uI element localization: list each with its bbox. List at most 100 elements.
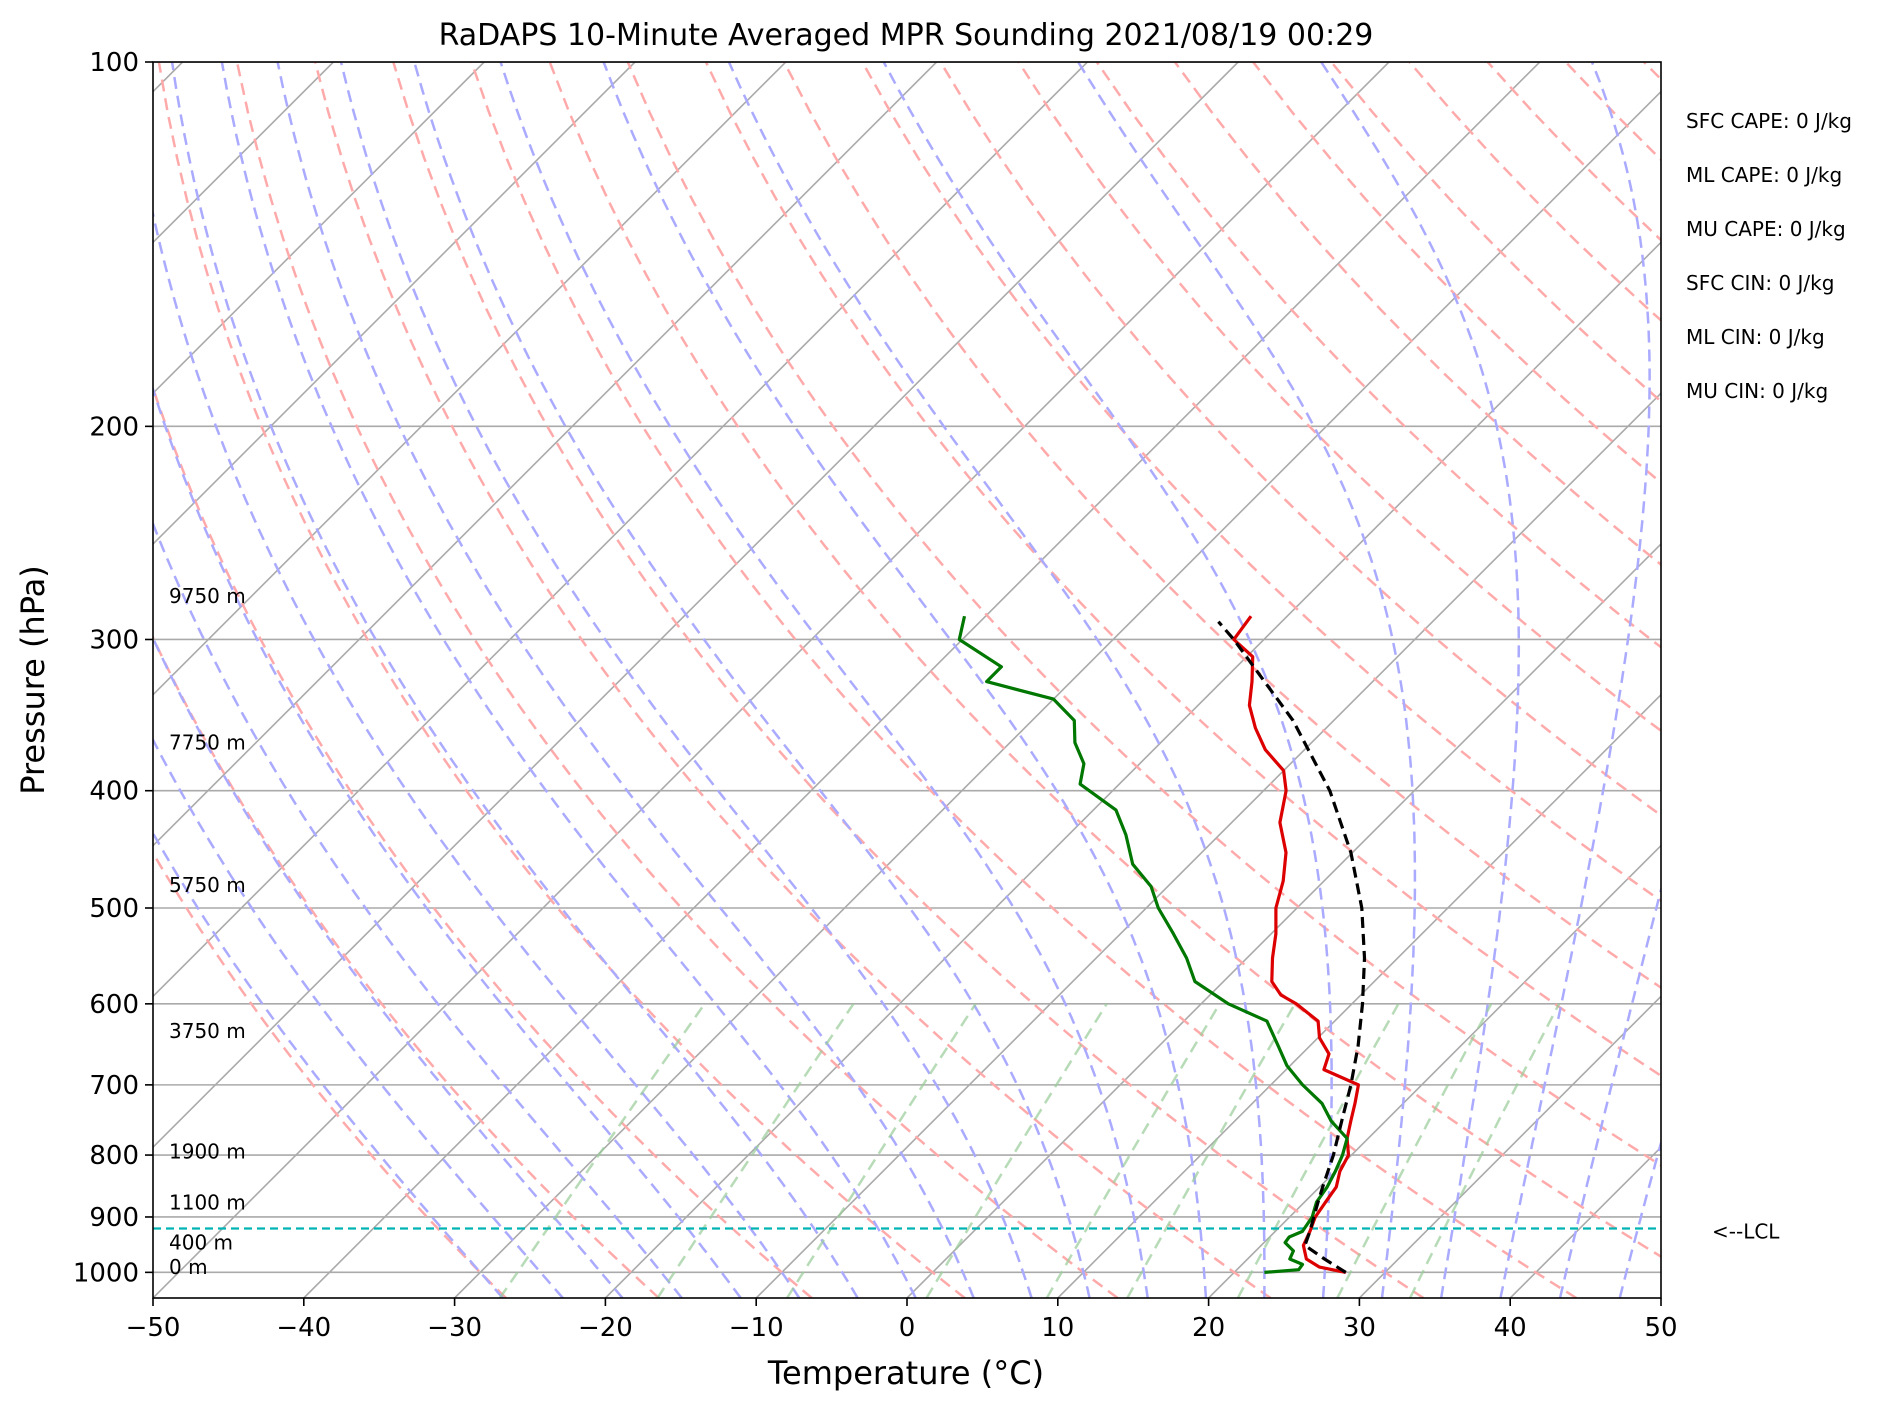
moist-adiabat xyxy=(153,520,683,1298)
isotherm-gridline xyxy=(604,241,1661,1298)
x-tick-label: 40 xyxy=(1494,1313,1527,1343)
x-tick-label: −30 xyxy=(427,1313,482,1343)
isotherm-gridline xyxy=(153,62,1390,1298)
y-tick-label: 300 xyxy=(89,625,139,655)
y-tick-label: 400 xyxy=(89,777,139,807)
x-tick-label: −50 xyxy=(126,1313,181,1343)
moist-adiabat xyxy=(727,62,1266,1298)
isotherm-gridline xyxy=(1358,995,1661,1298)
moist-adiabat xyxy=(413,62,1091,1298)
y-tick-label: 800 xyxy=(89,1141,139,1171)
profile-line-3 xyxy=(1217,620,1367,1274)
height-label: 3750 m xyxy=(169,1019,246,1043)
moist-adiabat xyxy=(170,62,859,1298)
moist-adiabat xyxy=(153,208,801,1298)
x-tick-label: −40 xyxy=(276,1313,331,1343)
chart-title: RaDAPS 10-Minute Averaged MPR Sounding 2… xyxy=(439,18,1374,53)
moist-adiabat xyxy=(153,385,742,1298)
mixing-ratio-line xyxy=(498,1003,706,1298)
mixing-ratio-line xyxy=(1045,1003,1221,1298)
isotherm-gridline xyxy=(153,62,636,546)
mixing-ratio-line xyxy=(1408,1003,1561,1298)
lcl-annotation: <--LCL xyxy=(1712,1220,1780,1244)
series-layer xyxy=(957,615,1367,1274)
dry-adiabat xyxy=(1095,62,1661,649)
x-axis-label: Temperature (°C) xyxy=(767,1354,1044,1392)
moist-adiabat xyxy=(882,62,1333,1298)
height-label: 7750 m xyxy=(169,731,246,755)
y-tick-label: 500 xyxy=(89,894,139,924)
moist-adiabat xyxy=(499,62,1149,1298)
mixing-ratio-line xyxy=(1126,1003,1297,1298)
y-tick-label: 600 xyxy=(89,990,139,1020)
dry-adiabat xyxy=(470,62,1578,1298)
height-label: 400 m xyxy=(169,1230,233,1254)
dry-adiabat xyxy=(157,62,966,1298)
mixing-ratio-line xyxy=(1336,1003,1493,1298)
dry-adiabat xyxy=(153,850,507,1298)
x-tick-label: 50 xyxy=(1644,1313,1677,1343)
y-tick-label: 900 xyxy=(89,1203,139,1233)
moist-adiabat xyxy=(220,62,917,1298)
height-label: 5750 m xyxy=(169,873,246,897)
moist-adiabat xyxy=(1558,884,1661,1298)
y-tick-label: 1000 xyxy=(73,1258,139,1288)
moist-adiabat xyxy=(153,737,564,1298)
x-tick-label: −10 xyxy=(729,1313,784,1343)
height-labels: 9750 m 7750 m 5750 m 3750 m 1900 m 1100 m 400 … xyxy=(169,584,246,1279)
moist-adiabat xyxy=(1320,62,1521,1298)
stability-index: MU CIN: 0 J/kg xyxy=(1686,379,1828,403)
moist-adiabat xyxy=(153,830,504,1298)
moist-adiabat xyxy=(339,62,1033,1298)
dry-adiabat xyxy=(153,634,660,1298)
mixing-ratio-line xyxy=(785,1003,977,1298)
stability-index: ML CAPE: 0 J/kg xyxy=(1686,163,1842,187)
ticks-layer: −50 −40 −30 −20 −10 0 10 20 30 40 50 100 200 300 400 50… xyxy=(73,48,1678,1343)
height-label: 1100 m xyxy=(169,1190,246,1214)
isotherm-gridline xyxy=(1057,693,1661,1298)
x-tick-label: 0 xyxy=(899,1313,916,1343)
profile-line-2 xyxy=(957,615,1349,1274)
dry-adiabat xyxy=(235,62,1119,1298)
y-tick-label: 700 xyxy=(89,1071,139,1101)
isotherm-gridline xyxy=(153,62,787,696)
y-tick-label: 200 xyxy=(89,412,139,442)
y-tick-label: 100 xyxy=(89,48,139,78)
mixing-ratio-line xyxy=(925,1003,1108,1298)
background-lines xyxy=(153,62,1661,1298)
height-label: 0 m xyxy=(169,1255,208,1279)
x-tick-label: 30 xyxy=(1343,1313,1376,1343)
moist-adiabat xyxy=(602,62,1208,1298)
isotherm-gridline xyxy=(153,62,485,395)
dry-adiabat xyxy=(153,383,813,1298)
dry-adiabat xyxy=(1017,62,1661,733)
x-tick-label: −20 xyxy=(578,1313,633,1343)
moist-adiabat xyxy=(1499,62,1651,1298)
isotherm-gridline xyxy=(454,90,1661,1298)
height-label: 9750 m xyxy=(169,584,246,608)
dry-adiabat xyxy=(782,62,1661,990)
moist-adiabat xyxy=(276,62,975,1298)
mixing-ratio-line xyxy=(656,1003,855,1298)
y-axis-label: Pressure (hPa) xyxy=(14,565,52,795)
dry-adiabat xyxy=(313,62,1272,1298)
x-tick-label: 10 xyxy=(1041,1313,1074,1343)
x-tick-label: 20 xyxy=(1192,1313,1225,1343)
stability-index: SFC CAPE: 0 J/kg xyxy=(1686,109,1852,133)
mixing-ratio-line xyxy=(1236,1003,1400,1298)
isotherm-gridline xyxy=(906,542,1661,1298)
height-label: 1900 m xyxy=(169,1139,246,1163)
moist-adiabat xyxy=(1077,62,1417,1298)
isotherm-gridline xyxy=(153,62,1239,1149)
isotherm-gridline xyxy=(1208,844,1661,1298)
stability-indices: SFC CAPE: 0 J/kg ML CAPE: 0 J/kg MU CAPE: … xyxy=(1686,109,1852,403)
stability-index: SFC CIN: 0 J/kg xyxy=(1686,271,1834,295)
dry-adiabat xyxy=(548,62,1661,1259)
stability-index: ML CIN: 0 J/kg xyxy=(1686,325,1825,349)
dry-adiabat xyxy=(626,62,1661,1167)
stability-index: MU CAPE: 0 J/kg xyxy=(1686,217,1846,241)
profile-line-1 xyxy=(1232,615,1360,1274)
